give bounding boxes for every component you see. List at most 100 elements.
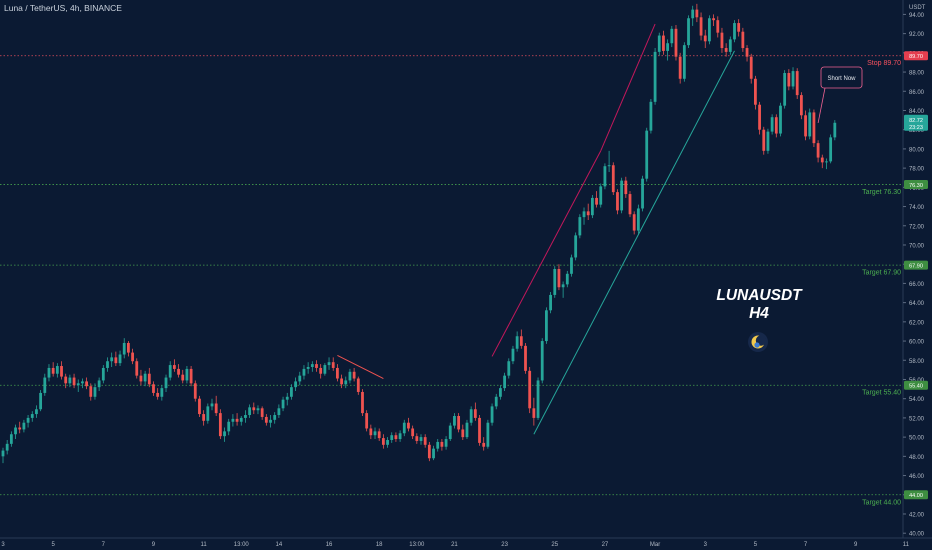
candle-body [277, 408, 281, 416]
candle-body [540, 341, 544, 381]
candle-body [632, 214, 636, 231]
candle-body [565, 273, 569, 285]
annotation-text: Short Now [827, 76, 856, 82]
candle-body [139, 375, 143, 382]
candle-body [156, 392, 160, 397]
candle-body [737, 23, 741, 32]
candle-body [365, 413, 369, 429]
currency-label: USDT [909, 5, 926, 11]
candle-body [804, 115, 807, 137]
candle-body [749, 56, 753, 79]
candle-body [223, 431, 226, 437]
candle-body [444, 439, 448, 447]
candle-body [310, 364, 314, 367]
candle-body [394, 435, 398, 440]
candle-body [641, 178, 644, 209]
price-tick-label: 88.00 [909, 71, 925, 77]
price-tick-label: 72.00 [909, 224, 925, 230]
trendline [533, 50, 735, 435]
candle-body [340, 378, 343, 385]
candle-body [22, 422, 26, 430]
candle-body [678, 56, 682, 79]
candle-body [210, 403, 214, 407]
candle-body [198, 398, 201, 415]
candle-body [319, 367, 323, 374]
price-tick-label: 64.00 [909, 301, 925, 307]
candle-body [1, 450, 5, 457]
candle-body [461, 429, 465, 438]
candle-body [570, 257, 573, 274]
candle-body [499, 388, 502, 397]
candle-body [833, 122, 837, 138]
candle-body [687, 18, 690, 46]
candle-body [582, 211, 586, 218]
level-tag-box [904, 179, 928, 189]
trendline [491, 150, 602, 357]
candle-body [432, 448, 435, 459]
annotation-box [820, 66, 863, 89]
candle-body [511, 348, 515, 362]
price-tick-label: 82.00 [909, 128, 925, 134]
candle-body [193, 383, 197, 399]
time-tick-label: 27 [602, 542, 609, 548]
level-tag-label: 67.90 [909, 263, 923, 269]
time-tick-label: 25 [551, 542, 558, 548]
time-tick-label: 14 [276, 542, 283, 548]
candle-body [269, 419, 272, 423]
candle-body [85, 381, 88, 387]
candle-body [825, 161, 828, 163]
candle-body [415, 436, 419, 441]
candle-body [770, 117, 774, 132]
candle-body [578, 217, 582, 236]
candle-body [724, 48, 728, 52]
candle-body [820, 157, 824, 163]
candle-body [185, 368, 189, 381]
candle-body [457, 415, 461, 430]
candle-body [68, 377, 72, 384]
level-text: Target 76.30 [862, 189, 901, 196]
candle-body [239, 417, 243, 422]
candle-body [628, 194, 632, 215]
candle-body [733, 23, 736, 40]
candle-body [143, 373, 147, 382]
candle-body [436, 441, 440, 449]
price-tick-label: 78.00 [909, 167, 925, 173]
price-tick-label: 86.00 [909, 90, 925, 96]
candle-body [218, 413, 222, 437]
candle-body [419, 437, 423, 441]
candle-body [494, 396, 498, 407]
price-tick-label: 54.00 [909, 397, 925, 403]
price-levels: Stop 89.70 89.70 Target 76.30 76.30 Target 6… [0, 51, 928, 506]
time-tick-label: 11 [903, 542, 910, 548]
candle-body [18, 427, 22, 430]
candle-body [762, 129, 766, 151]
luna-logo-icon [748, 332, 768, 352]
level-tag-label: 44.00 [909, 493, 923, 499]
candle-body [369, 428, 373, 436]
candle-body [758, 104, 761, 130]
candle-body [55, 366, 59, 374]
candle-body [657, 35, 661, 52]
candle-body [9, 434, 13, 444]
candle-body [336, 367, 339, 379]
candle-body [649, 101, 653, 131]
price-tick-label: 52.00 [909, 416, 925, 422]
time-tick-label: 7 [102, 542, 106, 548]
candle-body [306, 366, 310, 369]
candle-body [645, 130, 649, 179]
candle-body [590, 197, 594, 216]
time-tick-label: 3 [704, 542, 708, 548]
candle-body [377, 431, 381, 439]
candle-body [248, 407, 252, 416]
candle-body [799, 95, 803, 116]
candle-body [51, 367, 55, 374]
candle-body [135, 361, 139, 376]
candle-body [816, 143, 820, 158]
candle-body [315, 364, 318, 368]
candle-body [260, 408, 264, 417]
candle-body [327, 362, 331, 366]
candle-body [549, 294, 552, 311]
candle-body [532, 408, 536, 418]
candle-body [666, 43, 670, 51]
